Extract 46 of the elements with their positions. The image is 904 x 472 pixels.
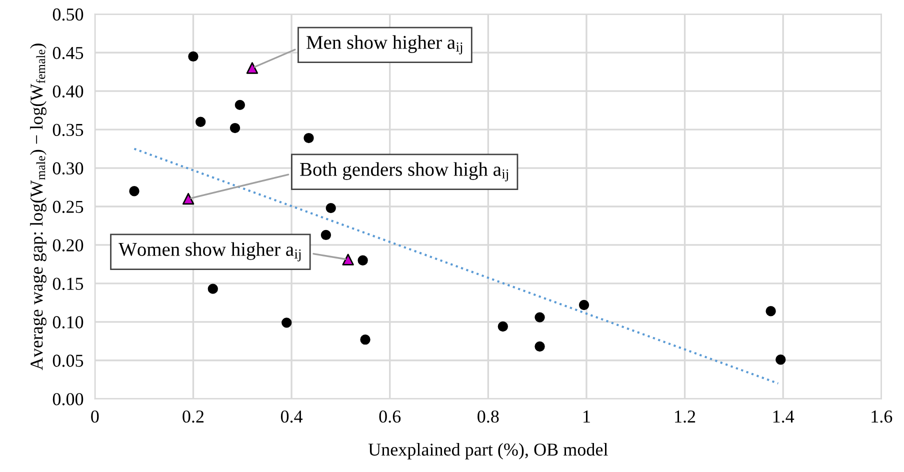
point — [230, 122, 240, 134]
point — [304, 132, 314, 144]
point — [282, 318, 292, 328]
annotation: Women show higher a$_{ij}$ — [118, 242, 301, 262]
point — [320, 230, 332, 240]
point — [188, 51, 198, 62]
y-tick-label: 0.15 — [52, 278, 84, 290]
annotation: Men show higher a$_{ij}$ — [306, 35, 462, 54]
point — [578, 300, 590, 310]
point — [234, 100, 246, 110]
y-tick-label: 0.20 — [52, 239, 84, 252]
y-tick-label: 0.30 — [52, 162, 84, 175]
point — [766, 306, 776, 316]
point — [534, 341, 545, 352]
y-tick-label: 0.10 — [52, 316, 84, 328]
x-tick-label: 1.2 — [675, 410, 696, 423]
point — [129, 186, 140, 196]
y-tick-label: 0.40 — [52, 85, 84, 98]
x-tick-label: 1 — [584, 410, 590, 422]
x-tick-label: 0.8 — [478, 410, 499, 423]
x-tick-label: 0.4 — [280, 410, 303, 423]
x-tick-label: 1.6 — [872, 410, 892, 423]
point — [246, 62, 258, 74]
x-axis-title: Unexplained part (%), OB model — [368, 442, 608, 460]
y-axis-title: Average wage gap: log(W$_{male}$) − log(W$_{female}$) — [30, 44, 46, 370]
x-tick-label: 0.2 — [182, 410, 204, 423]
y-tick-label: 0.45 — [52, 46, 84, 60]
x-tick-label: 1.4 — [773, 410, 794, 423]
point — [498, 321, 508, 332]
point — [208, 284, 218, 294]
x-tick-label: 0.6 — [379, 410, 401, 423]
point — [182, 192, 194, 205]
y-tick-label: 0.50 — [52, 8, 84, 21]
y-tick-label: 0.00 — [52, 393, 84, 406]
point — [342, 254, 354, 266]
point — [358, 255, 368, 266]
y-tick-label: 0.35 — [52, 124, 84, 136]
annotation: Both genders show high a$_{ij}$ — [300, 162, 508, 182]
y-tick-label: 0.05 — [52, 354, 84, 367]
x-tick-label: 0 — [91, 410, 99, 423]
point — [776, 354, 786, 365]
point — [326, 202, 336, 214]
point — [534, 312, 545, 322]
point — [360, 334, 370, 345]
point — [196, 116, 206, 127]
y-tick-label: 0.25 — [52, 200, 84, 214]
